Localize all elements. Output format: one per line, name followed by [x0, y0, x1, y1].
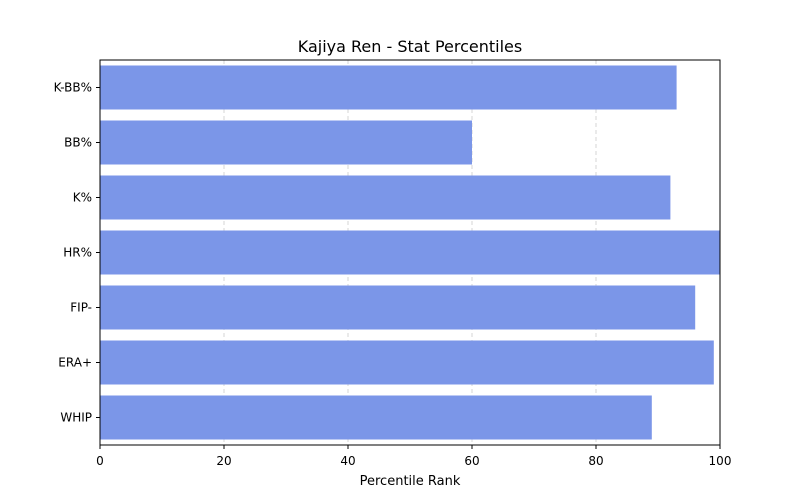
x-tick-label: 40: [340, 454, 355, 468]
y-tick-label: BB%: [64, 136, 92, 150]
x-tick-label: 100: [709, 454, 732, 468]
bar-k-: [100, 175, 671, 220]
bar-hr-: [100, 230, 720, 275]
y-tick-label: K%: [73, 191, 92, 205]
bar-k-bb-: [100, 65, 677, 110]
bar-fip-: [100, 285, 696, 330]
x-axis-label: Percentile Rank: [360, 474, 461, 489]
bar-era-: [100, 340, 714, 385]
x-tick-label: 20: [216, 454, 231, 468]
chart-title: Kajiya Ren - Stat Percentiles: [298, 37, 522, 56]
bar-whip: [100, 395, 652, 440]
x-tick-label: 0: [96, 454, 104, 468]
y-tick-label: FIP-: [70, 301, 92, 315]
plot-frame: [99, 59, 721, 446]
bar-bb-: [100, 120, 472, 165]
y-tick-label: K-BB%: [54, 81, 92, 95]
axis-layer: WHIP ERA+ FIP- HR% K% BB% K-BB% 0 20 40 60 80 100: [54, 59, 732, 468]
x-tick-label: 60: [464, 454, 479, 468]
y-tick-label: ERA+: [58, 356, 92, 370]
bars-layer: [100, 65, 720, 440]
y-tick-label: WHIP: [60, 411, 92, 425]
y-tick-label: HR%: [63, 246, 92, 260]
x-tick-label: 80: [588, 454, 603, 468]
